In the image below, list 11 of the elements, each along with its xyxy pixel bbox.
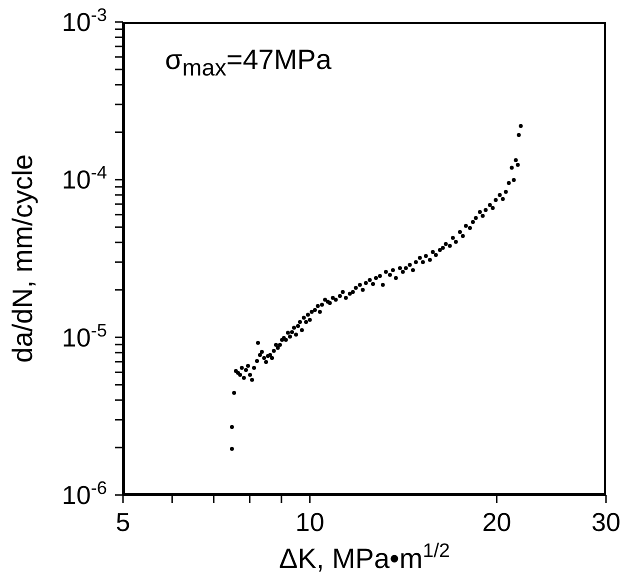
x-tick-label: 5: [116, 507, 130, 537]
x-tick-label: 30: [592, 507, 620, 537]
y-tick-label: 10$^{-6}$: [62, 478, 107, 510]
x-axis-title: ΔK, MPa•m$^{1/2}$: [279, 540, 450, 574]
x-tick-label: 10: [295, 507, 324, 537]
y-tick-label: 10$^{-5}$: [62, 320, 107, 352]
y-axis-title: da/dN, mm/cycle: [7, 154, 38, 363]
y-tick-label: 10$^{-4}$: [62, 162, 107, 195]
x-tick-label: 20: [482, 507, 512, 537]
y-tick-label: 10$^{-3}$: [62, 5, 107, 37]
annotation: σ$_{max}$=47MPa: [165, 44, 332, 82]
